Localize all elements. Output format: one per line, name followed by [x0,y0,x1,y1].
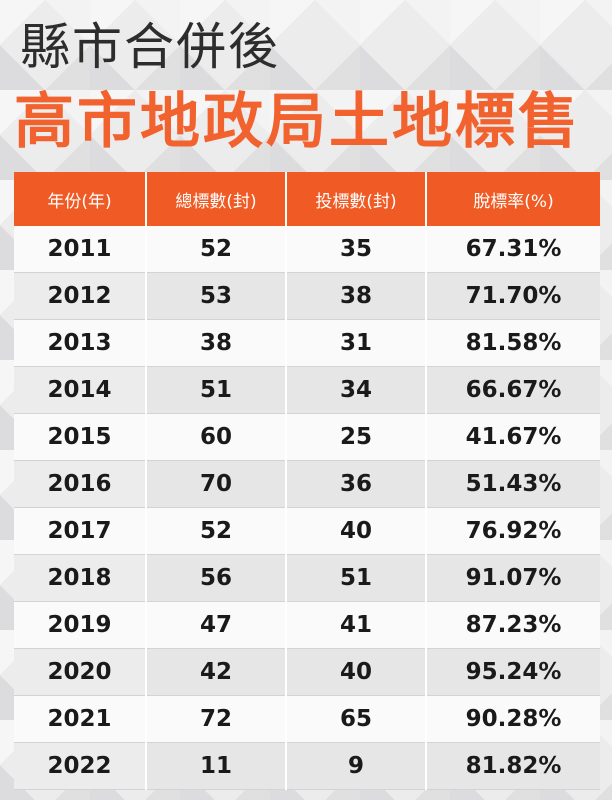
cell-bid-count: 36 [286,460,427,508]
cell-total-bids: 52 [146,226,287,273]
cell-total-bids: 56 [146,554,287,602]
title-line-1: 縣市合併後 [20,18,280,76]
table-row: 2018 56 51 91.07% [14,554,600,602]
cell-bid-count: 51 [286,554,427,602]
table-row: 2017 52 40 76.92% [14,507,600,555]
cell-bid-count: 40 [286,648,427,696]
cell-year: 2019 [14,601,147,649]
cell-year: 2011 [14,226,147,273]
cell-year: 2014 [14,366,147,414]
table-row: 2016 70 36 51.43% [14,460,600,508]
table-row: 2022 11 9 81.82% [14,742,600,790]
header-bid-count: 投標數(封) [286,172,427,226]
table-row: 2012 53 38 71.70% [14,272,600,320]
cell-total-bids: 72 [146,695,287,743]
cell-sold-rate: 41.67% [426,413,600,461]
cell-year: 2020 [14,648,147,696]
table-row: 2019 47 41 87.23% [14,601,600,649]
cell-bid-count: 31 [286,319,427,367]
table-row: 2015 60 25 41.67% [14,413,600,461]
cell-bid-count: 40 [286,507,427,555]
table-row: 2011 52 35 67.31% [14,226,600,273]
cell-sold-rate: 87.23% [426,601,600,649]
cell-bid-count: 41 [286,601,427,649]
cell-bid-count: 25 [286,413,427,461]
cell-total-bids: 38 [146,319,287,367]
header-sold-rate: 脫標率(%) [426,172,600,226]
cell-sold-rate: 71.70% [426,272,600,320]
cell-year: 2022 [14,742,147,790]
cell-sold-rate: 90.28% [426,695,600,743]
header-total-bids: 總標數(封) [146,172,287,226]
cell-total-bids: 42 [146,648,287,696]
cell-bid-count: 65 [286,695,427,743]
header-year: 年份(年) [14,172,147,226]
cell-sold-rate: 81.58% [426,319,600,367]
cell-year: 2017 [14,507,147,555]
cell-total-bids: 53 [146,272,287,320]
cell-total-bids: 60 [146,413,287,461]
table-row: 2014 51 34 66.67% [14,366,600,414]
cell-year: 2012 [14,272,147,320]
table-header-row: 年份(年) 總標數(封) 投標數(封) 脫標率(%) [14,172,600,226]
cell-sold-rate: 95.24% [426,648,600,696]
cell-bid-count: 9 [286,742,427,790]
cell-sold-rate: 51.43% [426,460,600,508]
cell-sold-rate: 76.92% [426,507,600,555]
data-table-container: 年份(年) 總標數(封) 投標數(封) 脫標率(%) 2011 52 35 67.31… [14,172,600,790]
cell-year: 2021 [14,695,147,743]
cell-year: 2013 [14,319,147,367]
table-row: 2020 42 40 95.24% [14,648,600,696]
title-line-2: 高市地政局土地標售 [14,87,581,157]
cell-year: 2016 [14,460,147,508]
cell-sold-rate: 81.82% [426,742,600,790]
cell-sold-rate: 67.31% [426,226,600,273]
cell-bid-count: 35 [286,226,427,273]
data-table: 年份(年) 總標數(封) 投標數(封) 脫標率(%) 2011 52 35 67.31… [14,172,600,790]
cell-total-bids: 51 [146,366,287,414]
cell-year: 2015 [14,413,147,461]
cell-bid-count: 38 [286,272,427,320]
cell-total-bids: 47 [146,601,287,649]
cell-total-bids: 70 [146,460,287,508]
table-row: 2021 72 65 90.28% [14,695,600,743]
table-row: 2013 38 31 81.58% [14,319,600,367]
cell-year: 2018 [14,554,147,602]
cell-sold-rate: 91.07% [426,554,600,602]
table-body: 2011 52 35 67.31% 2012 53 38 71.70% 2013 38 31 81.5… [14,226,600,790]
cell-sold-rate: 66.67% [426,366,600,414]
cell-total-bids: 52 [146,507,287,555]
cell-bid-count: 34 [286,366,427,414]
cell-total-bids: 11 [146,742,287,790]
